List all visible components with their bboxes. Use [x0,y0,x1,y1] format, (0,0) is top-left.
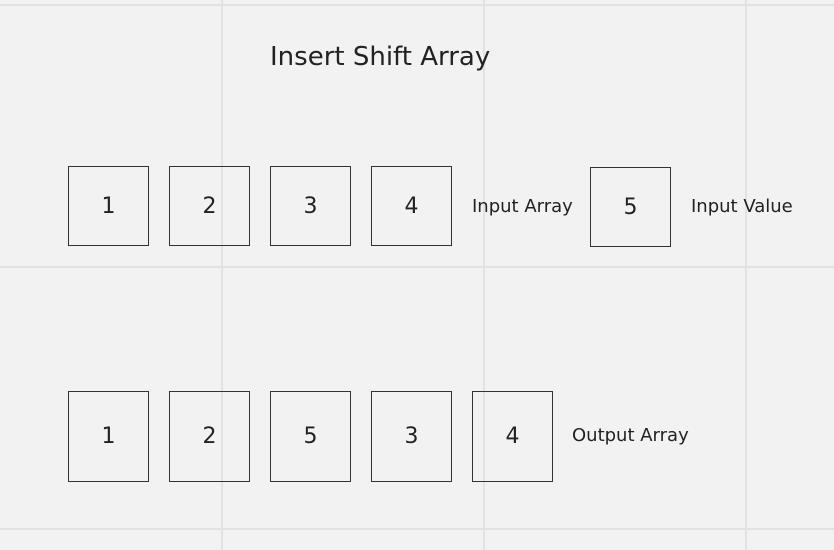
output-array-cell: 5 [270,391,351,482]
grid-line [0,266,834,268]
output-array-label: Output Array [572,425,689,446]
grid-line [0,4,834,6]
input-array-cell: 4 [371,166,452,246]
grid-line [0,528,834,530]
output-array-cell: 3 [371,391,452,482]
grid-line [483,0,485,550]
input-array-cell: 2 [169,166,250,246]
input-array-cell: 3 [270,166,351,246]
output-array-cell: 4 [472,391,553,482]
input-array-cell: 1 [68,166,149,246]
input-value-cell: 5 [590,167,671,247]
grid-line [221,0,223,550]
grid-line [745,0,747,550]
output-array-cell: 1 [68,391,149,482]
input-value-label: Input Value [691,196,793,217]
input-array-label: Input Array [472,196,573,217]
diagram-title: Insert Shift Array [270,42,491,72]
output-array-cell: 2 [169,391,250,482]
